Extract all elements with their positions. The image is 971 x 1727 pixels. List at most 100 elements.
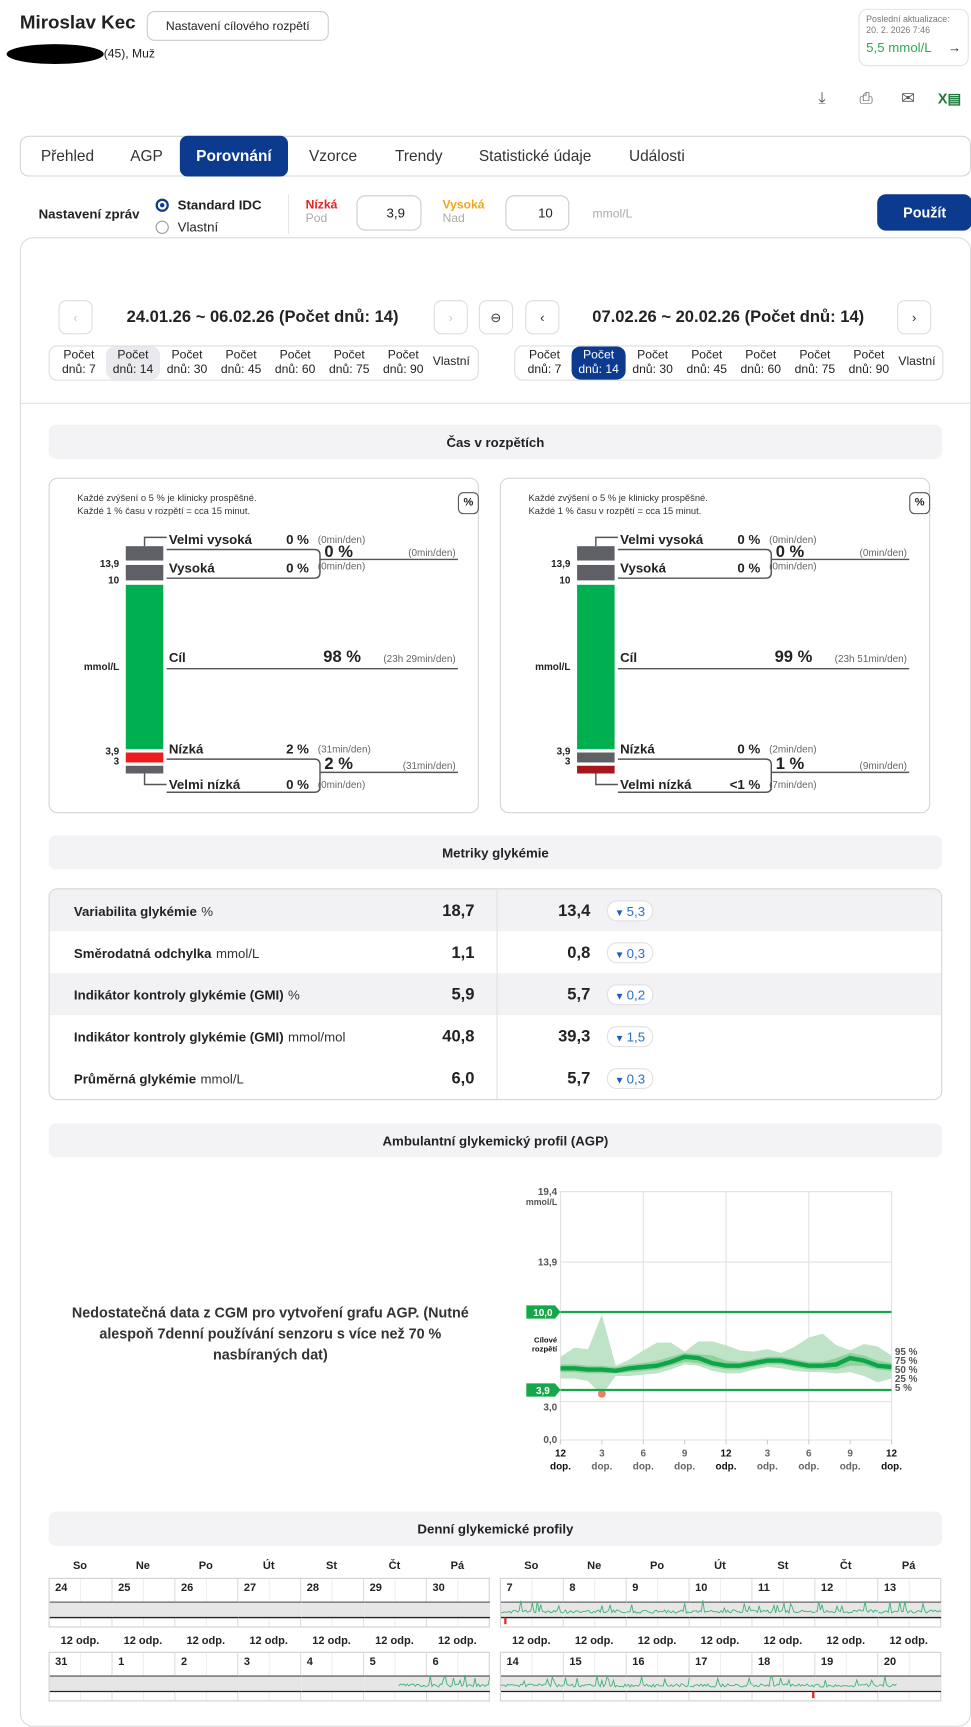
period-option-30-days[interactable]: Počet dnů: 30 (626, 346, 680, 379)
percent-toggle-button[interactable]: % (909, 492, 931, 515)
low-threshold-input[interactable]: 3,9 (356, 195, 422, 231)
minutes-low: (2min/den) (769, 743, 817, 755)
period-option-45-days[interactable]: Počet dnů: 45 (680, 346, 734, 379)
tab-trends[interactable]: Trendy (395, 146, 443, 165)
period-option-7-days[interactable]: Počet dnů: 7 (517, 346, 571, 379)
high-bracket (166, 548, 458, 579)
target-band (364, 1602, 428, 1618)
day-cell[interactable]: 30 (427, 1578, 490, 1627)
tab-statistics[interactable]: Statistické údaje (478, 146, 592, 165)
target-band (175, 1676, 239, 1692)
target-band (815, 1602, 879, 1618)
day-cell[interactable]: 2 (175, 1652, 239, 1701)
metric-label: Indikátor kontroly glykémie (GMI)% (74, 988, 300, 1003)
arrow-right-icon[interactable]: → (947, 39, 962, 56)
download-icon[interactable]: ⤓ (818, 89, 826, 109)
period-option-75-days[interactable]: Počet dnů: 75 (788, 346, 842, 379)
noon-axis-label: 12 odp. (438, 1635, 477, 1648)
day-cell[interactable]: 11 (752, 1578, 816, 1627)
axis-label-3: 3 (564, 755, 571, 767)
tab-comparison[interactable]: Porovnání (179, 135, 288, 177)
period-option-custom[interactable]: Vlastní (898, 355, 936, 369)
radio-custom[interactable]: Vlastní (155, 220, 218, 235)
period-option-30-days[interactable]: Počet dnů: 30 (160, 346, 214, 379)
excel-icon[interactable]: X▤ (937, 90, 962, 108)
weekday-label: Út (714, 1560, 726, 1573)
period-option-45-days[interactable]: Počet dnů: 45 (214, 346, 268, 379)
tab-events[interactable]: Události (628, 146, 685, 165)
day-cell[interactable]: 15 (563, 1652, 627, 1701)
period-option-60-days[interactable]: Počet dnů: 60 (268, 346, 322, 379)
link-periods-icon[interactable]: ⊖ (478, 300, 514, 335)
day-cell[interactable]: 12 (815, 1578, 879, 1627)
apply-button[interactable]: Použít (877, 194, 971, 231)
day-cell[interactable]: 10 (689, 1578, 753, 1627)
day-cell[interactable]: 19 (815, 1652, 879, 1701)
tab-agp[interactable]: AGP (130, 146, 163, 165)
period-option-7-days[interactable]: Počet dnů: 7 (52, 346, 106, 379)
print-icon[interactable]: ⎙ (859, 89, 873, 109)
left-prev-button[interactable]: ‹ (58, 300, 93, 335)
day-sparkline (364, 1652, 428, 1701)
tab-patterns[interactable]: Vzorce (308, 146, 358, 165)
day-cell[interactable]: 7 (500, 1578, 564, 1627)
day-cell[interactable]: 24 (49, 1578, 113, 1627)
week-row: 14 15 16 17 18 19 20 (499, 1651, 942, 1702)
axis-label-3-9: 3,9 (105, 745, 120, 757)
period-option-90-days[interactable]: Počet dnů: 90 (376, 346, 430, 379)
day-cell[interactable]: 29 (364, 1578, 428, 1627)
day-cell[interactable]: 31 (49, 1652, 113, 1701)
day-cell[interactable]: 6 (427, 1652, 490, 1701)
radio-standard-idc[interactable]: Standard IDC (155, 198, 262, 213)
right-next-button[interactable]: › (897, 300, 932, 335)
day-cell[interactable]: 4 (301, 1652, 365, 1701)
day-number: 10 (695, 1582, 708, 1595)
day-sparkline (563, 1578, 627, 1627)
target-band (752, 1676, 816, 1692)
day-cell[interactable]: 1 (112, 1652, 176, 1701)
period-option-90-days[interactable]: Počet dnů: 90 (842, 346, 896, 379)
period-option-14-days[interactable]: Počet dnů: 14 (571, 346, 626, 380)
period-option-60-days[interactable]: Počet dnů: 60 (734, 346, 788, 379)
day-cell[interactable]: 5 (364, 1652, 428, 1701)
percent-toggle-button[interactable]: % (457, 492, 479, 515)
noon-axis-label: 12 odp. (700, 1635, 740, 1648)
noon-axis-label: 12 odp. (123, 1635, 163, 1648)
day-cell[interactable]: 17 (689, 1652, 753, 1701)
day-cell[interactable]: 27 (238, 1578, 302, 1627)
day-cell[interactable]: 3 (238, 1652, 302, 1701)
last-update-card[interactable]: Poslední aktualizace: 20. 2. 2026 7:46 5… (858, 8, 969, 67)
mail-icon[interactable]: ✉ (901, 89, 916, 109)
period-option-custom[interactable]: Vlastní (432, 355, 470, 369)
period-option-days: dnů: 14 (112, 363, 154, 377)
day-cell[interactable]: 20 (878, 1652, 942, 1701)
section-header-time-in-range: Čas v rozpětích (48, 424, 943, 460)
day-cell[interactable]: 9 (626, 1578, 690, 1627)
day-cell[interactable]: 25 (112, 1578, 176, 1627)
right-prev-button[interactable]: ‹ (525, 300, 560, 335)
tir-graphic (125, 536, 458, 793)
target-band (626, 1676, 690, 1692)
period-option-75-days[interactable]: Počet dnů: 75 (322, 346, 376, 379)
day-sparkline (238, 1578, 302, 1627)
day-cell[interactable]: 18 (752, 1652, 816, 1701)
day-cell[interactable]: 8 (563, 1578, 627, 1627)
day-cell[interactable]: 26 (175, 1578, 239, 1627)
tab-overview[interactable]: Přehled (40, 146, 95, 165)
day-sparkline (689, 1652, 753, 1701)
day-sparkline (427, 1578, 490, 1627)
day-cell[interactable]: 28 (301, 1578, 365, 1627)
target-range-settings-button[interactable]: Nastavení cílového rozpětí (146, 11, 329, 41)
left-next-button[interactable]: › (433, 300, 468, 335)
period-option-14-days[interactable]: Počet dnů: 14 (105, 346, 160, 380)
x-tick-label: 9 (682, 1448, 688, 1459)
high-threshold-input[interactable]: 10 (505, 195, 570, 231)
day-cell[interactable]: 13 (878, 1578, 942, 1627)
period-option-label: Počet (387, 348, 419, 362)
period-option-days: dnů: 30 (166, 363, 208, 377)
target-band (427, 1602, 490, 1618)
day-cell[interactable]: 14 (500, 1652, 564, 1701)
x-tick-label: dop. (674, 1462, 695, 1473)
day-cell[interactable]: 16 (626, 1652, 690, 1701)
tir-panel-right: Každé zvýšení o 5 % je klinicky prospěšn… (499, 477, 931, 814)
